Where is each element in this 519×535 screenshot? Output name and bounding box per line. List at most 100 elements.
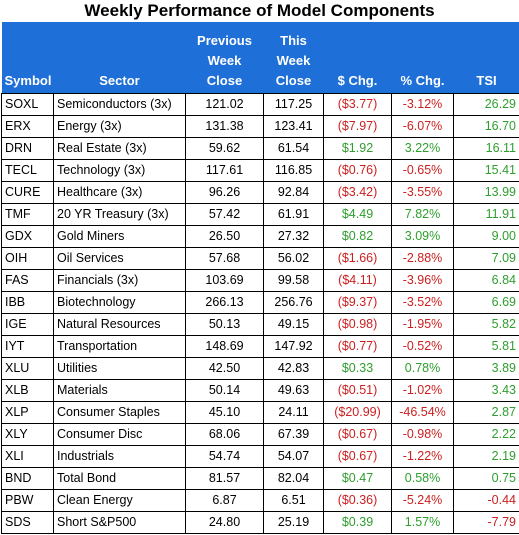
cell-previous-close: 68.06 [185,422,264,446]
cell-this-close: 117.25 [263,92,324,116]
cell-percent-change: -2.88% [391,246,454,270]
cell-previous-close: 121.02 [185,92,264,116]
cell-dollar-change: ($0.67) [323,422,392,446]
cell-previous-close: 45.10 [185,400,264,424]
cell-dollar-change: $0.47 [323,466,392,490]
cell-tsi: 5.82 [453,312,519,336]
cell-dollar-change: $0.33 [323,356,392,380]
cell-percent-change: -6.07% [391,114,454,138]
cell-sector: Gold Miners [53,224,186,248]
table-row: SDS Short S&P500 24.80 25.19 $0.39 1.57% -7.79 [1,510,519,534]
cell-this-close: 6.51 [263,488,324,512]
cell-dollar-change: $4.49 [323,202,392,226]
cell-percent-change: -1.22% [391,444,454,468]
cell-tsi: 0.75 [453,466,519,490]
table-row: SOXL Semiconductors (3x) 121.02 117.25 ($3.7… [1,92,519,116]
cell-this-close: 61.54 [263,136,324,160]
cell-this-close: 256.76 [263,290,324,314]
cell-previous-close: 54.74 [185,444,264,468]
cell-this-close: 92.84 [263,180,324,204]
cell-tsi: 6.69 [453,290,519,314]
table-row: FAS Financials (3x) 103.69 99.58 ($4.11) -3.9… [1,268,519,292]
cell-symbol: IBB [1,290,54,314]
cell-percent-change: 7.82% [391,202,454,226]
cell-this-close: 49.63 [263,378,324,402]
cell-sector: Utilities [53,356,186,380]
cell-tsi: 2.87 [453,400,519,424]
table-row: IBB Biotechnology 266.13 256.76 ($9.37) -3.52… [1,290,519,314]
performance-table: Symbol Sector Previous Week Close This W… [1,22,519,534]
cell-symbol: ERX [1,114,54,138]
table-row: GDX Gold Miners 26.50 27.32 $0.82 3.09% 9.00 [1,224,519,248]
cell-percent-change: -0.65% [391,158,454,182]
cell-tsi: -0.44 [453,488,519,512]
cell-this-close: 116.85 [263,158,324,182]
cell-symbol: OIH [1,246,54,270]
col-header-this-week-close: This Week Close [275,32,312,88]
cell-this-close: 25.19 [263,510,324,534]
cell-dollar-change: ($0.98) [323,312,392,336]
cell-this-close: 67.39 [263,422,324,446]
cell-sector: Consumer Staples [53,400,186,424]
cell-this-close: 24.11 [263,400,324,424]
table-row: TMF 20 YR Treasury (3x) 57.42 61.91 $4.49 7.8… [1,202,519,226]
cell-previous-close: 6.87 [185,488,264,512]
cell-tsi: 9.00 [453,224,519,248]
cell-this-close: 61.91 [263,202,324,226]
cell-percent-change: -3.12% [391,92,454,116]
cell-symbol: BND [1,466,54,490]
cell-dollar-change: ($20.99) [323,400,392,424]
cell-dollar-change: ($3.77) [323,92,392,116]
cell-this-close: 42.83 [263,356,324,380]
cell-dollar-change: ($0.77) [323,334,392,358]
cell-sector: Oil Services [53,246,186,270]
cell-sector: Real Estate (3x) [53,136,186,160]
cell-percent-change: 0.58% [391,466,454,490]
cell-sector: Total Bond [53,466,186,490]
cell-percent-change: -0.52% [391,334,454,358]
cell-symbol: IGE [1,312,54,336]
cell-percent-change: -3.55% [391,180,454,204]
cell-tsi: 2.22 [453,422,519,446]
cell-dollar-change: $0.82 [323,224,392,248]
table-row: DRN Real Estate (3x) 59.62 61.54 $1.92 3.22% 1… [1,136,519,160]
cell-tsi: 16.70 [453,114,519,138]
cell-tsi: 26.29 [453,92,519,116]
table-header: Symbol Sector Previous Week Close This W… [1,22,519,93]
cell-previous-close: 42.50 [185,356,264,380]
table-row: XLU Utilities 42.50 42.83 $0.33 0.78% 3.89 [1,356,519,380]
cell-previous-close: 266.13 [185,290,264,314]
table-row: CURE Healthcare (3x) 96.26 92.84 ($3.42) -3.5… [1,180,519,204]
cell-sector: Natural Resources [53,312,186,336]
table-row: ERX Energy (3x) 131.38 123.41 ($7.97) -6.07% 1… [1,114,519,138]
cell-sector: Materials [53,378,186,402]
table-row: IGE Natural Resources 50.13 49.15 ($0.98) -1.… [1,312,519,336]
cell-symbol: XLP [1,400,54,424]
cell-sector: Biotechnology [53,290,186,314]
cell-this-close: 147.92 [263,334,324,358]
cell-percent-change: 3.09% [391,224,454,248]
cell-sector: Technology (3x) [53,158,186,182]
cell-sector: Consumer Disc [53,422,186,446]
cell-percent-change: -5.24% [391,488,454,512]
cell-tsi: 3.43 [453,378,519,402]
cell-sector: Energy (3x) [53,114,186,138]
cell-previous-close: 57.68 [185,246,264,270]
cell-symbol: DRN [1,136,54,160]
cell-symbol: CURE [1,180,54,204]
cell-percent-change: -46.54% [391,400,454,424]
table-row: XLP Consumer Staples 45.10 24.11 ($20.99) -46… [1,400,519,424]
cell-symbol: TMF [1,202,54,226]
cell-sector: Healthcare (3x) [53,180,186,204]
cell-tsi: 5.81 [453,334,519,358]
cell-sector: Financials (3x) [53,268,186,292]
cell-sector: Clean Energy [53,488,186,512]
cell-symbol: SOXL [1,92,54,116]
table-row: XLB Materials 50.14 49.63 ($0.51) -1.02% 3.43 [1,378,519,402]
cell-symbol: IYT [1,334,54,358]
cell-symbol: PBW [1,488,54,512]
table-row: XLI Industrials 54.74 54.07 ($0.67) -1.22% 2.1… [1,444,519,468]
table-title: Weekly Performance of Model Components [84,1,435,20]
table-row: PBW Clean Energy 6.87 6.51 ($0.36) -5.24% -0.4… [1,488,519,512]
cell-this-close: 99.58 [263,268,324,292]
